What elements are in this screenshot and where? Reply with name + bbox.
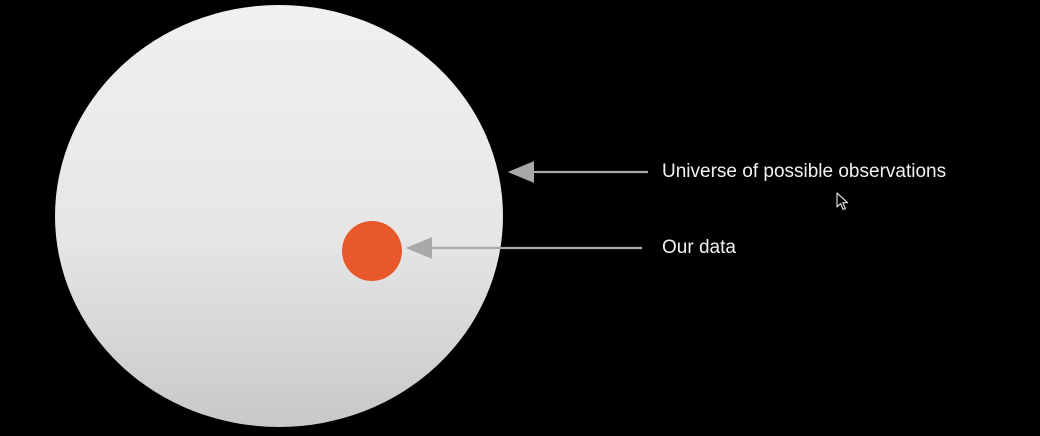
universe-circle bbox=[55, 5, 503, 427]
data-circle bbox=[342, 221, 402, 281]
universe-label: Universe of possible observations bbox=[662, 161, 947, 182]
mouse-pointer-icon bbox=[836, 192, 849, 211]
data-label: Our data bbox=[662, 237, 736, 258]
